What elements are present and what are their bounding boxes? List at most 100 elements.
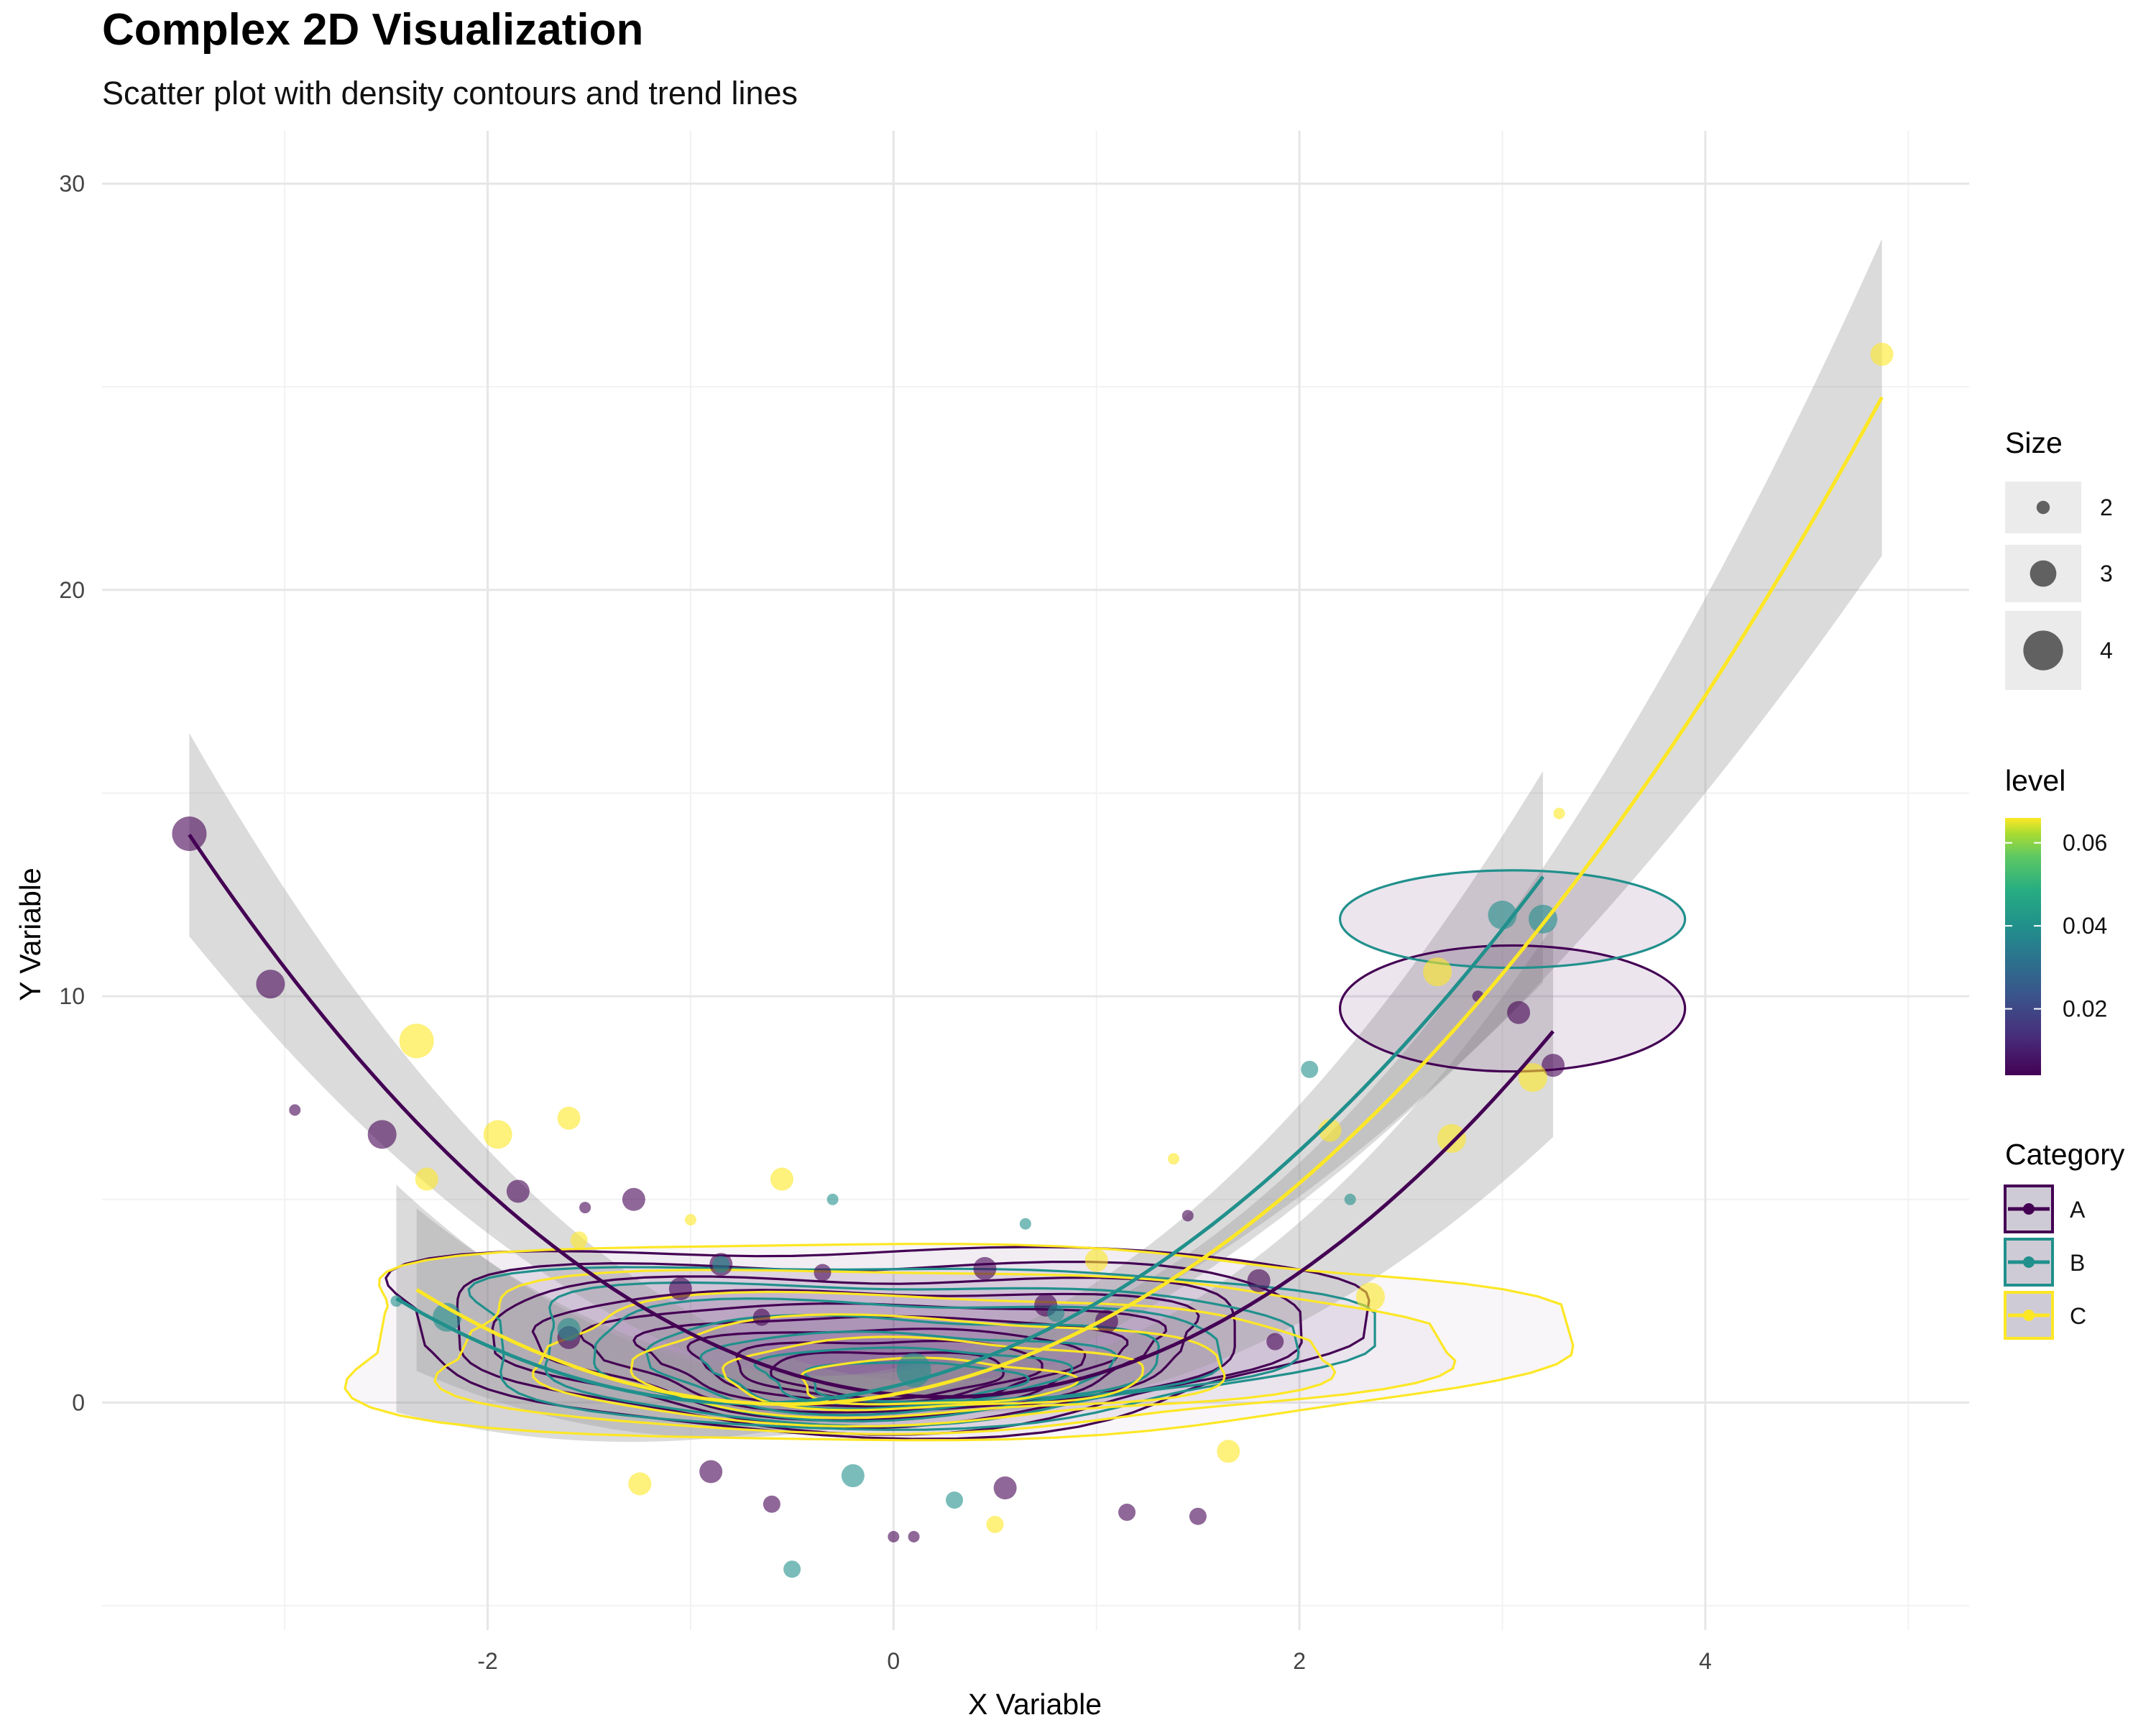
data-point — [684, 1214, 696, 1226]
data-point — [557, 1106, 581, 1130]
category-legend-label: B — [2070, 1250, 2085, 1276]
data-point — [1247, 1269, 1271, 1292]
density-contour-line — [800, 1356, 1079, 1406]
data-point — [1189, 1507, 1207, 1525]
data-point — [814, 1264, 831, 1282]
y-tick-label: 0 — [72, 1389, 85, 1415]
density-contour-line — [753, 1346, 1074, 1405]
data-point — [1437, 1123, 1466, 1153]
data-point — [399, 1024, 434, 1059]
level-colorbar — [2005, 818, 2041, 1075]
category-legend-label: A — [2070, 1197, 2086, 1223]
confidence-band — [189, 733, 1554, 1413]
data-point — [483, 1120, 512, 1149]
x-tick-label: 2 — [1293, 1648, 1306, 1674]
scatter-points — [172, 342, 1894, 1578]
level-tick-label: 0.02 — [2063, 996, 2107, 1022]
data-point — [1507, 1000, 1531, 1024]
data-point — [888, 1530, 900, 1542]
level-colorbar-ticks: 0.02 0.04 0.06 — [2005, 830, 2107, 1022]
x-axis-label: X Variable — [968, 1688, 1102, 1721]
trend-line — [395, 875, 1544, 1406]
data-point — [628, 1472, 652, 1496]
x-tick-label: 4 — [1699, 1648, 1712, 1674]
confidence-band — [416, 239, 1882, 1438]
level-legend: level 0.02 0.04 0.06 — [2005, 764, 2107, 1075]
size-legend-label: 3 — [2100, 561, 2113, 586]
plot-panel — [172, 239, 1894, 1578]
data-point — [1542, 1054, 1565, 1077]
level-tick-label: 0.04 — [2063, 913, 2107, 939]
data-point — [1181, 1210, 1194, 1222]
size-legend-keys: 2 3 4 — [2005, 482, 2113, 690]
data-point — [622, 1187, 645, 1211]
chart-title: Complex 2D Visualization — [102, 5, 644, 55]
data-point — [826, 1193, 839, 1205]
data-point — [289, 1104, 301, 1116]
level-tick-label: 0.06 — [2063, 830, 2107, 856]
x-tick-label: 0 — [887, 1648, 900, 1674]
data-point — [1423, 957, 1452, 987]
data-point — [908, 1530, 920, 1542]
data-point — [1344, 1193, 1356, 1205]
y-axis-label: Y Variable — [14, 868, 47, 1000]
data-point — [973, 1256, 997, 1280]
category-legend-label: C — [2070, 1303, 2086, 1329]
data-point — [752, 1308, 770, 1326]
confidence-bands — [189, 239, 1882, 1443]
data-point — [946, 1491, 964, 1509]
category-legend-title: Category — [2005, 1138, 2125, 1171]
data-point — [1301, 1060, 1319, 1078]
size-legend: Size 2 3 4 — [2005, 426, 2113, 690]
data-point — [1318, 1118, 1342, 1142]
grid — [102, 131, 1969, 1630]
data-point — [668, 1277, 692, 1301]
density-contour-line — [770, 1351, 1005, 1400]
y-tick-label: 30 — [59, 170, 85, 196]
data-point — [783, 1560, 801, 1578]
data-point — [1266, 1333, 1284, 1351]
data-point — [699, 1460, 723, 1484]
size-legend-point — [2030, 560, 2057, 587]
data-point — [712, 1256, 730, 1274]
chart-subtitle: Scatter plot with density contours and t… — [102, 75, 798, 111]
category-legend-keys: A B C — [2004, 1184, 2086, 1340]
axis-ticks: -2 0 2 4 0 10 20 30 — [59, 170, 1711, 1674]
data-point — [506, 1179, 530, 1203]
size-legend-point — [2036, 500, 2050, 515]
data-point — [1168, 1153, 1180, 1165]
density-contour-line — [467, 1266, 1376, 1431]
data-point — [770, 1167, 794, 1191]
data-point — [172, 816, 207, 851]
density-contour-line — [433, 1269, 1457, 1435]
data-point — [256, 970, 285, 999]
density-contour-line — [722, 1335, 1145, 1412]
data-point — [986, 1516, 1004, 1534]
x-tick-label: -2 — [477, 1648, 497, 1674]
data-point — [1047, 1305, 1065, 1322]
size-legend-point — [2023, 630, 2063, 671]
data-point — [1355, 1282, 1385, 1312]
data-point — [367, 1120, 397, 1149]
category-legend-point — [2023, 1256, 2035, 1268]
density-contour-line — [532, 1290, 1337, 1428]
data-point — [1553, 807, 1565, 819]
y-tick-label: 20 — [59, 577, 85, 603]
data-point — [570, 1231, 588, 1249]
data-point — [1019, 1218, 1031, 1230]
density-contour-line — [699, 1330, 1118, 1410]
category-legend-point — [2023, 1310, 2035, 1321]
data-point — [415, 1167, 438, 1191]
trend-line — [415, 396, 1884, 1407]
category-legend-point — [2023, 1203, 2035, 1215]
data-point — [1870, 342, 1894, 366]
level-legend-title: level — [2005, 764, 2065, 797]
data-point — [993, 1476, 1017, 1500]
data-point — [1217, 1440, 1240, 1463]
data-point — [763, 1495, 780, 1513]
density-contour-line — [344, 1243, 1575, 1442]
data-point — [579, 1202, 591, 1214]
data-point — [1518, 1063, 1547, 1092]
data-point — [1118, 1504, 1136, 1522]
